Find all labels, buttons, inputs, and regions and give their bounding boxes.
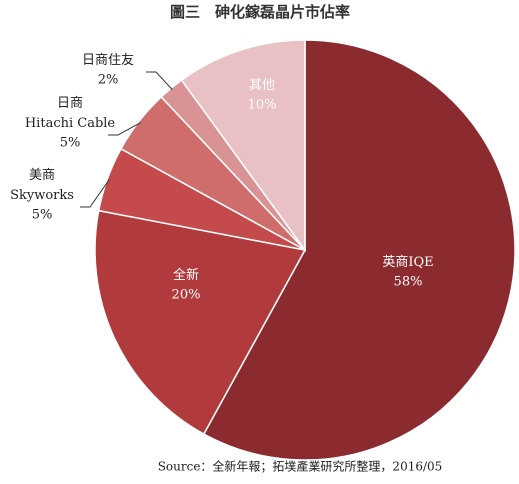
value-label: 10% xyxy=(248,98,277,113)
source-note: Source：全新年報；拓墣產業研究所整理，2016/05 xyxy=(158,459,443,474)
value-label: 20% xyxy=(172,288,201,303)
slice-label: 英商IQE xyxy=(382,255,433,270)
value-label: 58% xyxy=(394,275,423,290)
leader-line xyxy=(80,179,110,208)
slice-label: 美商 Skyworks xyxy=(10,168,74,203)
value-label: 5% xyxy=(60,136,81,151)
leader-line xyxy=(108,122,141,136)
pie-slice xyxy=(202,39,516,461)
slice-label: 日商住友 xyxy=(82,52,134,68)
chart-title: 圖三 砷化鎵磊晶片市佔率 xyxy=(170,3,350,21)
slice-label: 日商 Hitachi Cable xyxy=(25,96,116,131)
slice-label: 其他 xyxy=(249,78,275,93)
value-label: 2% xyxy=(98,73,119,88)
slice-label: 全新 xyxy=(173,267,199,283)
leader-line xyxy=(146,71,173,91)
value-label: 5% xyxy=(32,208,53,223)
pie-slice xyxy=(94,209,307,436)
pie-slice xyxy=(180,39,306,253)
